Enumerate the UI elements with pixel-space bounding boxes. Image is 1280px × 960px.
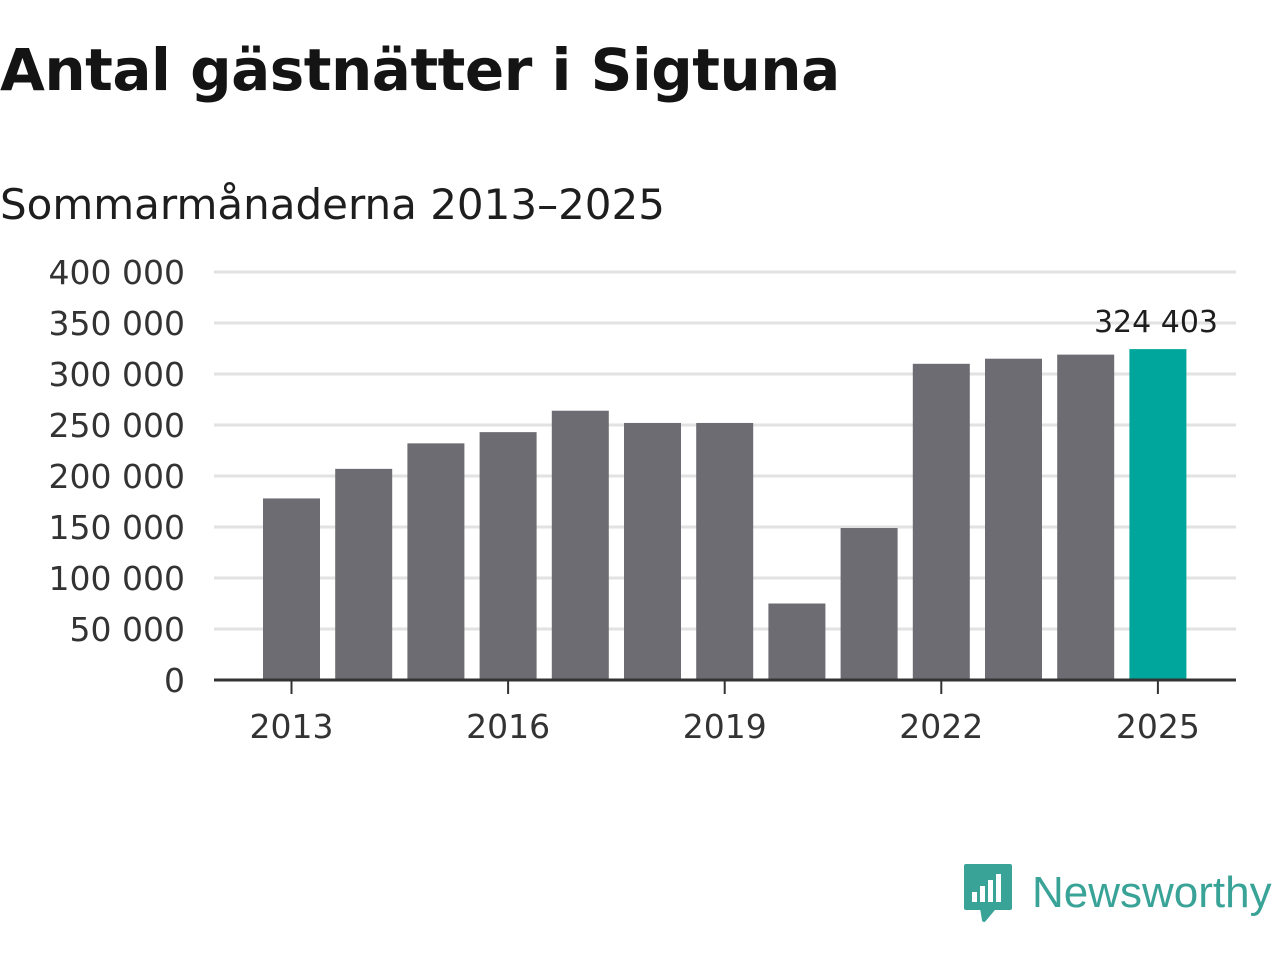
data-labels: 324 403: [1094, 305, 1218, 340]
x-tick-label: 2019: [683, 707, 767, 746]
newsworthy-logo: Newsworthy: [962, 862, 1272, 924]
x-tick-label: 2022: [899, 707, 983, 746]
bar-2016: [479, 432, 537, 680]
chart-subtitle: Sommarmånaderna 2013–2025: [0, 180, 665, 229]
bar-2018: [624, 422, 681, 680]
x-tick-label: 2016: [466, 707, 550, 746]
data-label: 324 403: [1094, 305, 1218, 340]
y-tick-label: 350 000: [49, 304, 185, 343]
bar-2013: [263, 498, 320, 680]
chart-title: Antal gästnätter i Sigtuna: [0, 36, 840, 104]
y-tick-label: 300 000: [49, 355, 185, 394]
bar-2020: [768, 603, 826, 680]
bar-2015: [407, 443, 465, 680]
y-tick-label: 150 000: [49, 508, 185, 547]
x-axis-tick-labels: 2013 2016 2019 2022 2025: [250, 707, 1200, 746]
y-tick-label: 100 000: [49, 559, 185, 598]
bar-2024: [1057, 354, 1115, 680]
bars: [263, 349, 1187, 680]
bar-2025: [1129, 349, 1187, 680]
y-tick-label: 200 000: [49, 457, 185, 496]
x-tick-label: 2025: [1116, 707, 1200, 746]
bar-2017: [551, 410, 609, 680]
y-tick-label: 0: [164, 661, 185, 700]
y-tick-label: 50 000: [70, 610, 185, 649]
bar-2021: [840, 528, 898, 680]
y-axis-tick-labels: 0 50 000 100 000 150 000 200 000 250 000 300 0…: [49, 253, 185, 700]
bar-2014: [335, 468, 393, 680]
x-axis: [214, 678, 1236, 694]
x-tick-label: 2013: [250, 707, 334, 746]
bar-2019: [696, 422, 754, 680]
newsworthy-logo-icon: [964, 864, 1012, 922]
brand-name: Newsworthy: [1032, 868, 1272, 917]
bar-2022: [912, 363, 970, 680]
y-tick-label: 250 000: [49, 406, 185, 445]
y-tick-label: 400 000: [49, 253, 185, 292]
bar-2023: [985, 358, 1042, 680]
